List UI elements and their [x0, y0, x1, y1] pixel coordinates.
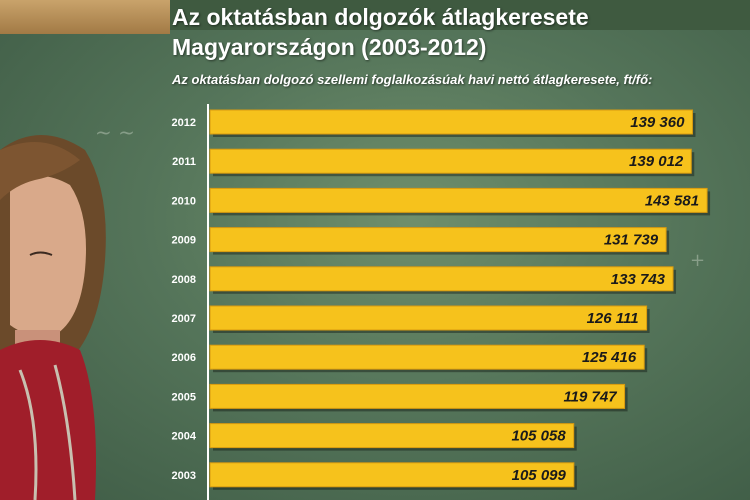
- value-label: 143 581: [645, 192, 699, 209]
- year-label: 2006: [172, 352, 196, 364]
- year-label: 2011: [172, 156, 196, 168]
- year-label: 2004: [172, 431, 197, 443]
- chart-subtitle: Az oktatásban dolgozó szellemi foglalkoz…: [172, 72, 653, 87]
- value-label: 125 416: [582, 349, 637, 366]
- chart-title: Az oktatásban dolgozók átlagkeresete Mag…: [172, 2, 742, 62]
- value-label: 126 111: [587, 310, 639, 327]
- year-label: 2009: [172, 235, 196, 247]
- year-label: 2005: [172, 391, 196, 403]
- chalk-scribble: ~ ~: [95, 120, 135, 144]
- bar-2007: [209, 305, 648, 331]
- wooden-frame: [0, 0, 170, 34]
- year-label: 2012: [172, 117, 196, 129]
- value-label: 105 099: [512, 467, 567, 484]
- chalk-scribble: +: [690, 250, 706, 271]
- value-label: 133 743: [611, 271, 666, 288]
- bar-2010: [209, 187, 708, 213]
- bar-2005: [209, 383, 626, 409]
- value-label: 139 012: [629, 153, 684, 170]
- bar-2004: [209, 423, 575, 449]
- year-label: 2003: [172, 470, 196, 482]
- bar-2012: [209, 109, 693, 135]
- value-label: 139 360: [630, 114, 685, 131]
- year-label: 2007: [172, 313, 196, 325]
- bars-group: 2012 139 360 2011 139 012 2010 143 581 2009 131…: [172, 109, 711, 490]
- value-label: 105 058: [511, 428, 566, 445]
- bar-2003: [209, 462, 575, 488]
- bar-2006: [209, 344, 645, 370]
- blackboard: [0, 30, 750, 500]
- bar-2008: [209, 266, 674, 292]
- value-label: 119 747: [563, 388, 617, 405]
- bar-2011: [209, 148, 692, 174]
- chart-title-line2: Magyarországon (2003-2012): [172, 34, 487, 60]
- year-label: 2010: [172, 195, 196, 207]
- year-label: 2008: [172, 274, 196, 286]
- value-label: 131 739: [604, 232, 659, 249]
- bar-2009: [209, 227, 667, 253]
- teacher-photo: [0, 135, 106, 500]
- chart-title-line1: Az oktatásban dolgozók átlagkeresete: [172, 4, 589, 30]
